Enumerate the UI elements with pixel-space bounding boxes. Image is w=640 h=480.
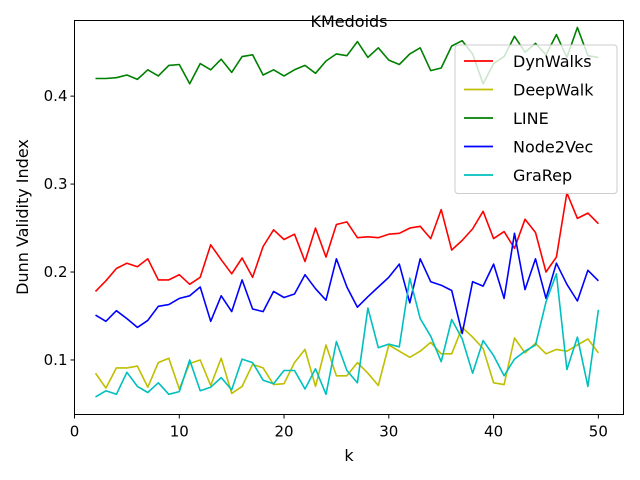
legend-label: GraRep <box>513 166 572 185</box>
x-tick-label: 30 <box>379 423 398 441</box>
y-axis-title: Dunn Validity Index <box>13 139 32 295</box>
plot-frame <box>74 20 624 415</box>
legend-label: Node2Vec <box>513 138 593 157</box>
y-tick-label: 0.4 <box>44 87 68 105</box>
legend-label: LINE <box>513 109 549 128</box>
legend: DynWalks DeepWalk LINE Node2Vec GraRep <box>454 44 618 194</box>
x-tick-label: 20 <box>274 423 293 441</box>
axis-ticks: 0 10 20 30 40 50 0.1 0.2 0.3 0.4 <box>44 87 608 440</box>
chart-title: KMedoids <box>310 12 387 31</box>
y-tick-label: 0.2 <box>44 263 68 281</box>
x-tick-label: 40 <box>484 423 503 441</box>
legend-label: DynWalks <box>513 52 592 71</box>
x-axis-title: k <box>344 446 354 465</box>
series-line-deepwalk <box>94 326 600 395</box>
x-tick-label: 0 <box>70 423 80 441</box>
series-line-node2vec <box>95 232 599 335</box>
series-line-dynwalks <box>94 192 599 292</box>
y-tick-label: 0.3 <box>44 175 68 193</box>
legend-label: DeepWalk <box>513 81 594 100</box>
series-layer <box>94 26 600 398</box>
series-line-line <box>95 26 599 85</box>
y-tick-label: 0.1 <box>44 351 68 369</box>
series-line-grarep <box>95 272 600 398</box>
x-tick-label: 10 <box>170 423 189 441</box>
legend-box <box>454 44 618 194</box>
x-tick-label: 50 <box>589 423 608 441</box>
